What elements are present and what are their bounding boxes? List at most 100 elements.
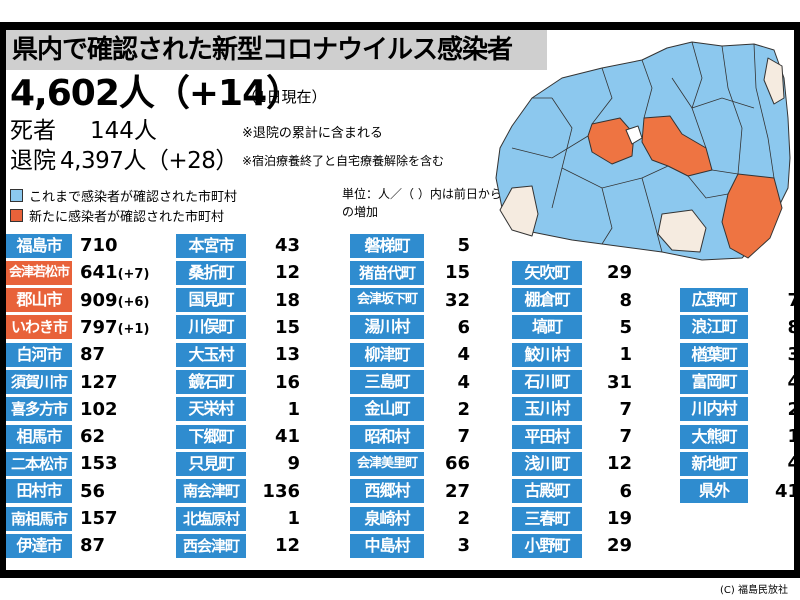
case-count: 62 [80, 426, 105, 447]
municipality-name: 湯川村 [350, 315, 424, 340]
case-count: 8 [619, 289, 632, 311]
case-count: 3 [787, 344, 800, 366]
municipality-row: 昭和村 7 [350, 423, 470, 450]
municipality-row: 只見町 9 [176, 450, 300, 477]
case-count: 15 [444, 262, 470, 284]
municipality-row: 川俣町 15 [176, 314, 300, 341]
case-count: 136 [262, 480, 300, 502]
case-count: 29 [606, 535, 632, 557]
legend-confirmed: これまで感染者が確認された市町村 [10, 186, 237, 205]
municipality-row: 富岡町 4 [680, 369, 800, 396]
municipality-name: 会津美里町 [350, 451, 424, 476]
case-count-value: 157 [80, 508, 118, 529]
municipality-row: 小野町 29 [512, 532, 632, 559]
municipality-row: 平田村 7 [512, 423, 632, 450]
case-count: 3 [457, 535, 470, 557]
municipality-name: 喜多方市 [6, 397, 72, 422]
case-count: 1 [619, 344, 632, 366]
municipality-row: 古殿町 6 [512, 478, 632, 505]
recovered-note: ※宿泊療養終了と自宅療養解除を含む [242, 154, 445, 168]
municipality-name: 国見町 [176, 288, 246, 313]
municipality-name: 昭和村 [350, 424, 424, 449]
case-count: 127 [80, 372, 118, 393]
municipality-name: 天栄村 [176, 397, 246, 422]
municipality-name: 浪江町 [680, 315, 748, 340]
municipality-row: 浪江町 8 [680, 314, 800, 341]
municipality-row: 北塩原村 1 [176, 505, 300, 532]
case-count: 32 [444, 289, 470, 311]
municipality-name: 古殿町 [512, 479, 582, 504]
case-count-value: 87 [80, 535, 106, 557]
case-count: 797(+1) [80, 317, 149, 338]
legend-new: 新たに感染者が確認された市町村 [10, 206, 224, 225]
municipality-row: 本宮市 43 [176, 232, 300, 259]
municipality-row: 矢吹町 29 [512, 259, 632, 286]
municipality-name: 二本松市 [6, 451, 72, 476]
municipality-row: 西会津町 12 [176, 532, 300, 559]
municipality-row: 新地町 4 [680, 450, 800, 477]
case-count: 4 [787, 371, 800, 393]
case-change: (+7) [117, 267, 150, 283]
municipality-name: 下郷町 [176, 424, 246, 449]
deaths-value: 144人 [90, 118, 157, 144]
case-count: 4 [457, 344, 470, 366]
municipality-name: 富岡町 [680, 370, 748, 394]
municipality-name: 柳津町 [350, 342, 424, 367]
municipality-row: 棚倉町 8 [512, 287, 632, 314]
municipality-name: 棚倉町 [512, 288, 582, 313]
municipality-row: 白河市 87 [6, 341, 105, 368]
municipality-row: いわき市 797(+1) [6, 314, 149, 341]
municipality-name: 広野町 [680, 288, 748, 313]
municipality-row: 広野町 7 [680, 287, 800, 314]
municipality-name: 会津若松市 [6, 260, 72, 285]
map-borders [511, 41, 775, 253]
municipality-name: 三春町 [512, 506, 582, 531]
municipality-name: 三島町 [350, 370, 424, 394]
municipality-row: 泉崎村 2 [350, 505, 470, 532]
deaths-note: ※退院の累計に含まれる [242, 126, 383, 141]
case-count: 12 [606, 453, 632, 475]
municipality-name: 泉崎村 [350, 506, 424, 531]
case-count: 12 [274, 535, 300, 557]
case-count: 6 [457, 316, 470, 338]
municipality-name: 矢吹町 [512, 260, 582, 285]
map-region-west-plain [499, 185, 539, 237]
case-count-value: 710 [80, 235, 118, 256]
municipality-row: 大熊町 1 [680, 423, 800, 450]
municipality-row: 田村市 56 [6, 478, 105, 505]
case-count: 2 [457, 508, 470, 529]
case-count: 6 [619, 480, 632, 502]
case-count: 2 [457, 398, 470, 420]
municipality-name: 新地町 [680, 451, 748, 476]
fukushima-map [495, 41, 791, 261]
municipality-row: 天栄村 1 [176, 396, 300, 423]
case-count-value: 127 [80, 371, 118, 393]
case-count: 56 [80, 481, 105, 502]
case-count: 1 [287, 398, 300, 420]
municipality-name: 県外 [680, 479, 748, 504]
municipality-name: 楢葉町 [680, 342, 748, 367]
case-count: 9 [287, 453, 300, 475]
municipality-row: 大玉村 13 [176, 341, 300, 368]
municipality-name: 磐梯町 [350, 233, 424, 258]
case-count: 7 [619, 426, 632, 448]
case-count: 641(+7) [80, 262, 149, 283]
recovered-value: 4,397人（+28） [60, 148, 238, 174]
municipality-name: 田村市 [6, 479, 72, 504]
municipality-row: 福島市 710 [6, 232, 118, 259]
case-count: 4 [787, 453, 800, 475]
case-count: 41 [774, 480, 800, 502]
map-region-aizuwakamatsu [587, 117, 635, 165]
case-count: 8 [787, 316, 800, 338]
legend-swatch-orange [10, 209, 23, 222]
case-count: 15 [274, 316, 300, 338]
case-count: 1 [287, 508, 300, 529]
case-count-value: 797 [80, 316, 118, 338]
case-count: 43 [274, 235, 300, 256]
municipality-name: 南相馬市 [6, 506, 72, 531]
municipality-row: 会津美里町 66 [350, 450, 470, 477]
case-count: 66 [444, 453, 470, 475]
unit-note: 単位：人／（ ）内は前日からの増加 [342, 187, 502, 219]
municipality-row: 川内村 2 [680, 396, 800, 423]
legend-swatch-blue [10, 189, 23, 202]
